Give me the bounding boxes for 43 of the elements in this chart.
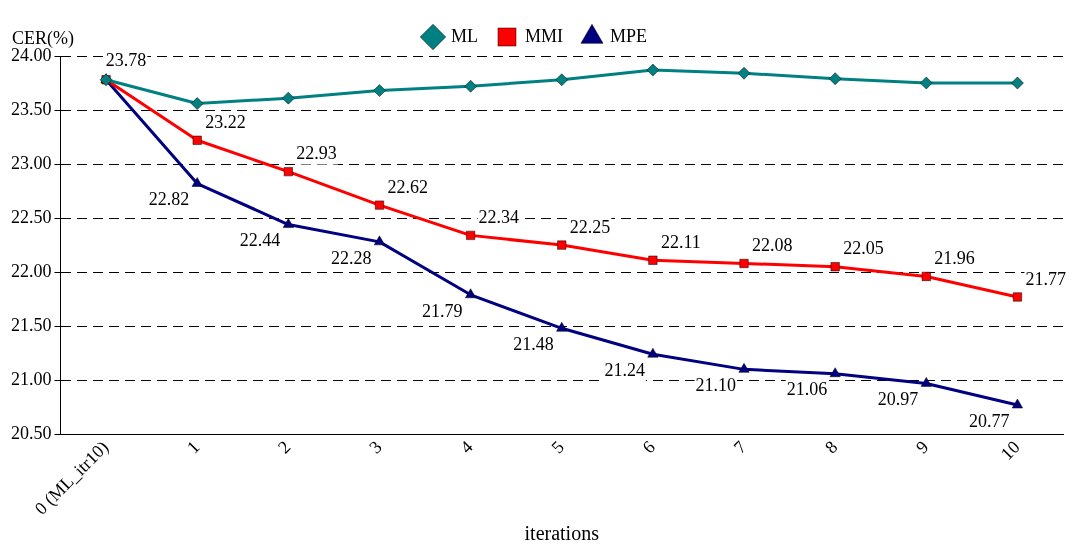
data-label: 22.44 (239, 230, 281, 251)
y-tick-label: 21.50 (11, 314, 52, 335)
data-label: 22.93 (296, 143, 337, 164)
data-label: 20.97 (877, 389, 919, 410)
data-label: 22.82 (148, 189, 190, 210)
x-tick-label: 2 (274, 436, 295, 458)
y-tick-label: 21.00 (11, 368, 52, 389)
data-label: 22.11 (660, 231, 701, 252)
x-tick-label: 5 (547, 436, 568, 458)
legend-label: MMI (524, 25, 564, 46)
legend-label: ML (450, 25, 478, 46)
data-label: 21.10 (695, 375, 737, 396)
x-tick-label: 3 (365, 436, 386, 458)
data-label: 22.05 (843, 238, 884, 259)
data-label: 23.78 (105, 49, 147, 70)
y-axis-title: CER(%) (12, 27, 74, 49)
data-label: 22.08 (752, 235, 793, 256)
data-label: 23.22 (205, 112, 246, 133)
data-label: 22.62 (387, 176, 428, 197)
x-axis-title: iterations (524, 522, 600, 545)
y-tick-label: 22.50 (11, 206, 52, 227)
data-label: 21.48 (513, 334, 554, 355)
data-label: 21.96 (934, 248, 975, 269)
y-tick-label: 23.50 (11, 98, 52, 119)
data-label: 21.77 (1025, 268, 1066, 289)
x-tick-label: 1 (182, 436, 204, 458)
data-label: 20.77 (968, 410, 1010, 431)
x-tick-label: 9 (911, 436, 933, 458)
data-label: 21.24 (604, 359, 645, 380)
x-tick-label: 6 (638, 436, 660, 458)
y-tick-label: 20.50 (11, 422, 52, 443)
y-tick-label: 23.00 (11, 152, 52, 173)
x-tick-label: 10 (996, 436, 1024, 464)
data-label: 22.28 (330, 247, 372, 268)
x-tick-label: 8 (820, 436, 842, 458)
data-label: 21.79 (422, 300, 463, 321)
x-tick-label: 4 (456, 436, 477, 458)
legend-label: MPE (610, 25, 648, 46)
x-tick-label: 7 (729, 436, 751, 458)
data-label: 22.34 (478, 207, 520, 228)
y-tick-label: 22.00 (11, 260, 52, 281)
data-label: 22.25 (569, 216, 611, 237)
data-label: 21.06 (786, 379, 828, 400)
